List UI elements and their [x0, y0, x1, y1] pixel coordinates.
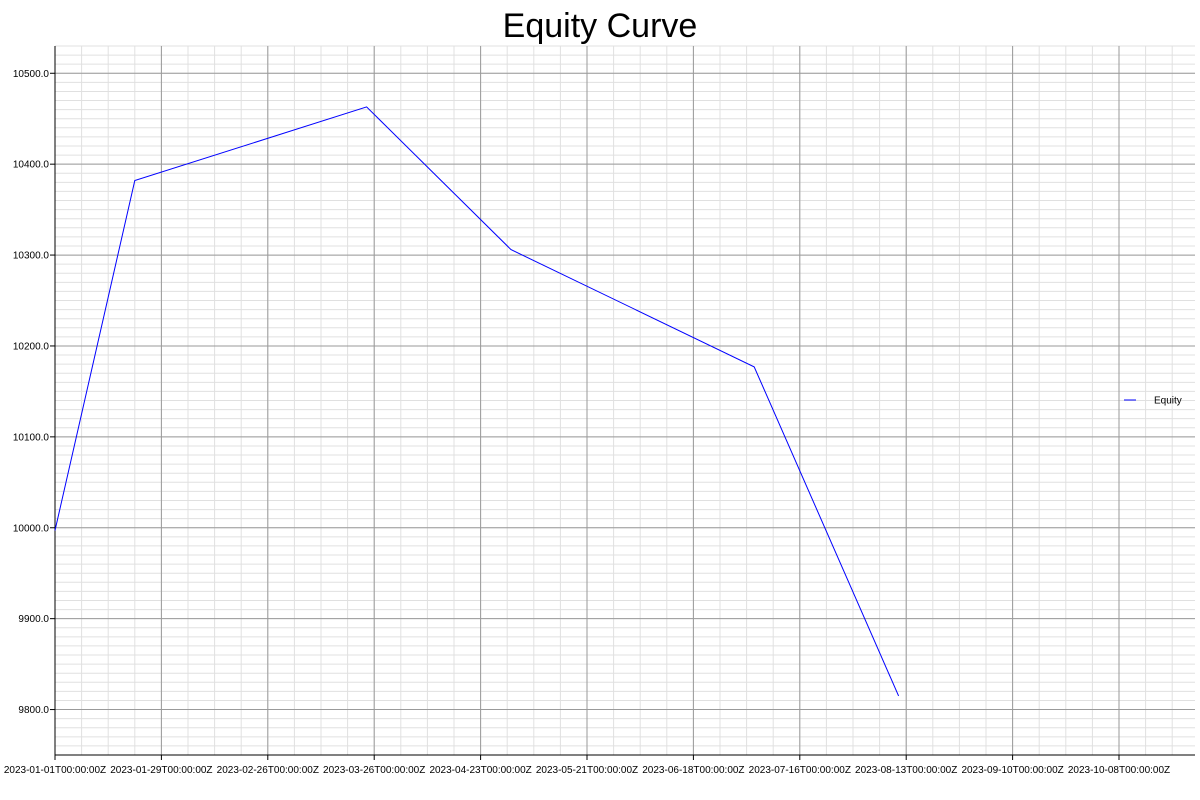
x-tick-label: 2023-01-01T00:00:00Z	[4, 765, 106, 776]
legend-label: Equity	[1154, 396, 1182, 407]
y-tick-label: 10000.0	[13, 523, 50, 534]
y-tick-label: 10200.0	[13, 341, 50, 352]
x-tick-label: 2023-06-18T00:00:00Z	[642, 765, 744, 776]
y-tick-label: 10300.0	[13, 251, 50, 262]
series-line-equity	[54, 106, 900, 697]
y-tick-label: 9800.0	[18, 705, 49, 716]
x-tick-label: 2023-08-13T00:00:00Z	[855, 765, 957, 776]
x-tick-label: 2023-04-23T00:00:00Z	[429, 765, 531, 776]
x-tick-label: 2023-05-21T00:00:00Z	[536, 765, 638, 776]
chart-title: Equity Curve	[502, 7, 698, 45]
y-tick-label: 9900.0	[18, 614, 49, 625]
y-tick-label: 10500.0	[13, 69, 50, 80]
y-tick-label: 10100.0	[13, 432, 50, 443]
grid	[54, 45, 1195, 756]
x-tick-label: 2023-01-29T00:00:00Z	[110, 765, 212, 776]
x-tick-label: 2023-02-26T00:00:00Z	[217, 765, 319, 776]
x-tick-label: 2023-09-10T00:00:00Z	[961, 765, 1063, 776]
y-tick-label: 10400.0	[13, 160, 50, 171]
x-tick-label: 2023-10-08T00:00:00Z	[1068, 765, 1170, 776]
x-tick-label: 2023-07-16T00:00:00Z	[749, 765, 851, 776]
x-tick-label: 2023-03-26T00:00:00Z	[323, 765, 425, 776]
